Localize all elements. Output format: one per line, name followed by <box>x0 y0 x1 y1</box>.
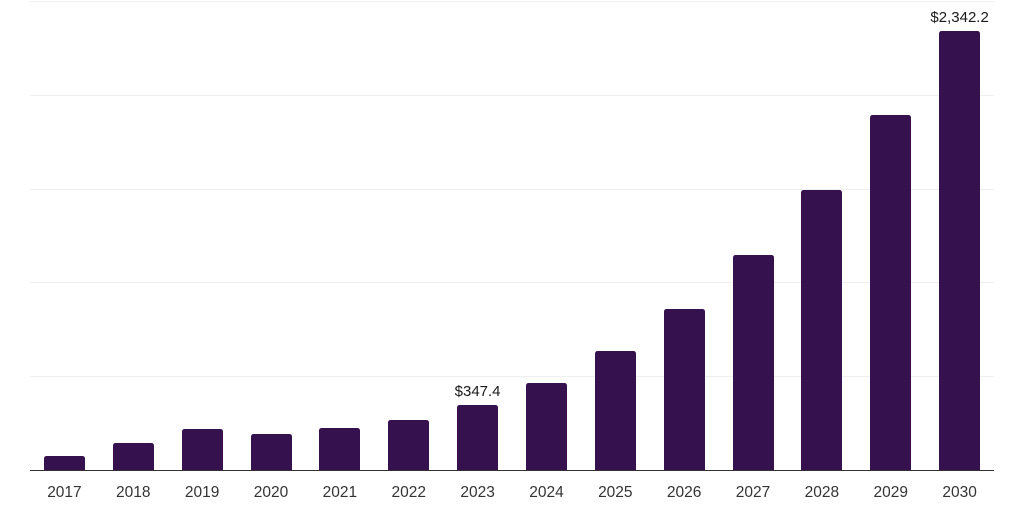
x-tick-label-2019: 2019 <box>184 484 220 501</box>
bar-column-2027 <box>719 1 788 470</box>
plot-area: $347.4 $2,342.2 <box>30 1 994 470</box>
bar-column-2030: $2,342.2 <box>925 1 994 470</box>
x-tick-label-2030: 2030 <box>942 484 977 501</box>
bar-2020 <box>250 434 292 470</box>
x-axis-line <box>30 470 994 471</box>
bar-2030 <box>939 30 981 470</box>
bar-2027 <box>732 255 774 470</box>
x-tick-label-2018: 2018 <box>116 484 151 501</box>
x-tick-label-2029: 2029 <box>873 484 908 501</box>
bar-2018 <box>112 442 154 470</box>
value-label-2023: $347.4 <box>454 382 501 400</box>
bar-column-2024 <box>512 1 581 470</box>
bar-column-2025 <box>581 1 650 470</box>
x-tick-label-2027: 2027 <box>735 484 771 501</box>
bar-column-2022 <box>374 1 443 470</box>
bar-2026 <box>663 308 705 470</box>
value-label-2030: $2,342.2 <box>930 8 989 26</box>
bar-column-2020 <box>237 1 306 470</box>
bar-column-2023: $347.4 <box>443 1 512 470</box>
bar-2028 <box>801 190 843 470</box>
bar-2023 <box>457 404 499 470</box>
bar-column-2021 <box>305 1 374 470</box>
bar-2029 <box>870 114 912 470</box>
bar-column-2017 <box>30 1 99 470</box>
bar-column-2029 <box>856 1 925 470</box>
bar-2025 <box>594 351 636 470</box>
bar-2021 <box>319 428 361 470</box>
x-axis-tick-labels: 2017 2018 2019 2020 2021 2022 2023 2024 2025 2026… <box>30 484 994 501</box>
bar-2017 <box>43 455 85 470</box>
bar-column-2019 <box>168 1 237 470</box>
bar-column-2018 <box>99 1 168 470</box>
bar-column-2028 <box>787 1 856 470</box>
x-tick-label-2017: 2017 <box>47 484 82 501</box>
x-tick-label-2026: 2026 <box>666 484 702 501</box>
x-tick-label-2021: 2021 <box>322 484 358 501</box>
x-tick-label-2028: 2028 <box>804 484 840 501</box>
x-tick-label-2024: 2024 <box>529 484 564 501</box>
bar-column-2026 <box>650 1 719 470</box>
bar-series: $347.4 $2,342.2 <box>30 1 994 470</box>
x-tick-label-2020: 2020 <box>253 484 289 501</box>
x-tick-label-2025: 2025 <box>598 484 633 501</box>
x-tick-label-2023: 2023 <box>460 484 495 501</box>
bar-2022 <box>388 419 430 470</box>
bar-2019 <box>181 428 223 470</box>
bar-2024 <box>525 382 567 470</box>
x-tick-label-2022: 2022 <box>391 484 426 501</box>
